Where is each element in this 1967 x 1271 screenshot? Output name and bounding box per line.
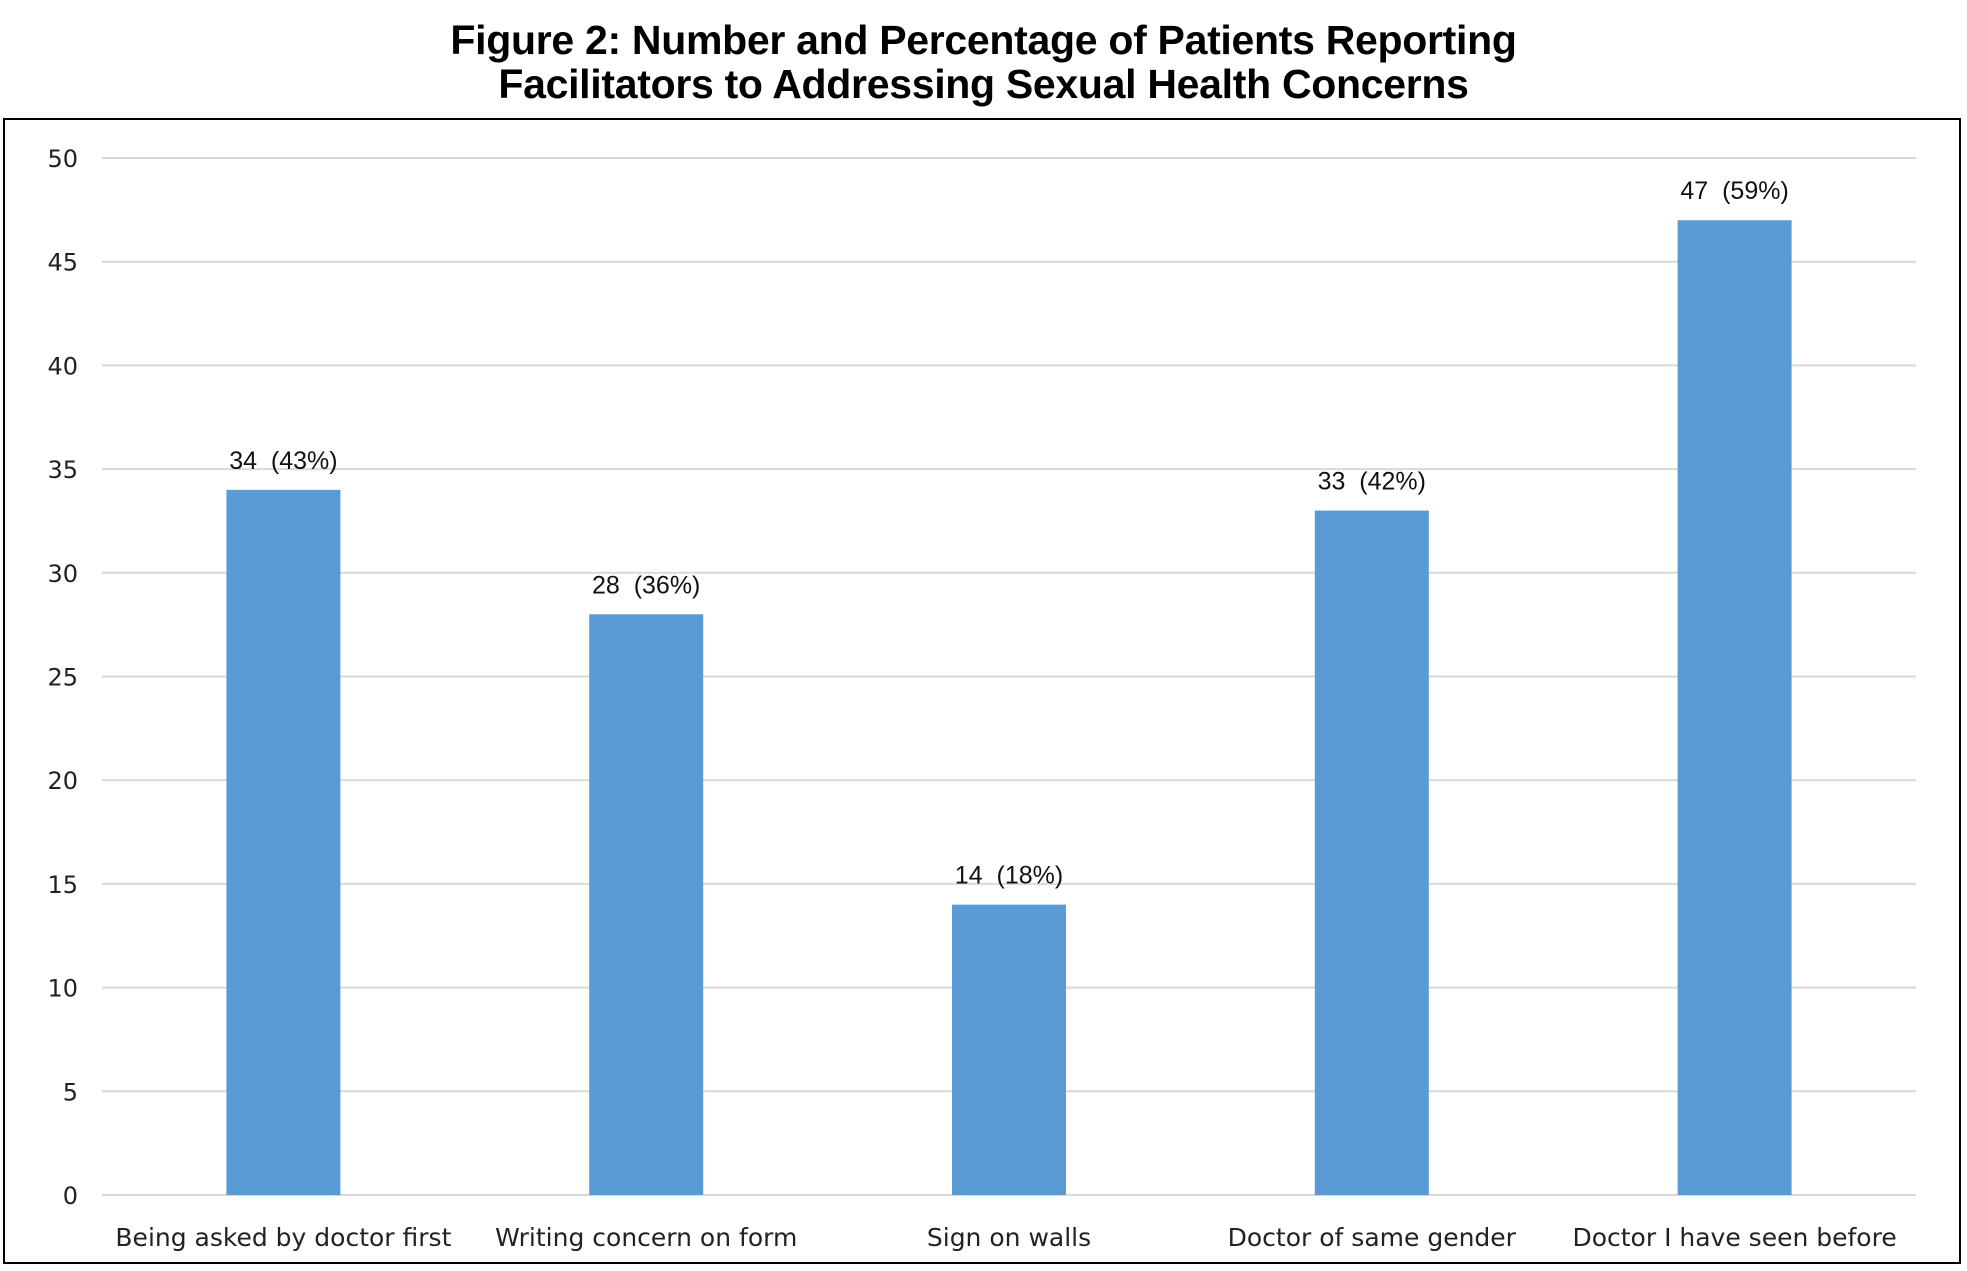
- bar-data-label: 47 (59%): [1680, 177, 1788, 205]
- y-tick-label: 45: [47, 249, 78, 277]
- y-tick-label: 35: [47, 456, 78, 484]
- x-axis-categories: Being asked by doctor first Writing conce…: [115, 1223, 1896, 1252]
- bar: [589, 614, 704, 1195]
- y-tick-label: 0: [63, 1182, 78, 1210]
- chart-title: Figure 2: Number and Percentage of Patie…: [0, 18, 1967, 106]
- y-tick-label: 50: [47, 145, 78, 173]
- x-category-label: Doctor I have seen before: [1572, 1223, 1896, 1252]
- x-category-label: Sign on walls: [927, 1223, 1091, 1252]
- bar: [1314, 510, 1429, 1196]
- x-category-label: Being asked by doctor first: [115, 1223, 451, 1252]
- y-tick-label: 10: [47, 975, 78, 1003]
- bar-data-label: 33 (42%): [1318, 468, 1426, 496]
- bar-data-label: 14 (18%): [955, 862, 1063, 890]
- bars: [226, 220, 1792, 1196]
- y-tick-label: 40: [47, 352, 78, 380]
- chart-title-line-2: Facilitators to Addressing Sexual Health…: [498, 61, 1469, 107]
- bar-data-label: 34 (43%): [229, 447, 337, 475]
- bar-data-label: 28 (36%): [592, 571, 700, 599]
- y-axis-ticks: 0 5 10 15 20 25 30 35 40 45 50: [47, 145, 78, 1210]
- gridlines: [102, 157, 1916, 1196]
- y-tick-label: 25: [47, 664, 78, 692]
- chart-title-line-1: Figure 2: Number and Percentage of Patie…: [450, 17, 1517, 63]
- bar: [226, 489, 341, 1196]
- x-category-label: Doctor of same gender: [1228, 1223, 1517, 1252]
- y-tick-label: 30: [47, 560, 78, 588]
- bar: [1677, 220, 1792, 1196]
- y-tick-label: 15: [47, 871, 78, 899]
- data-labels: 34 (43%) 28 (36%) 14 (18%) 33 (42%) 47 (59%): [229, 177, 1789, 889]
- x-category-label: Writing concern on form: [495, 1223, 797, 1252]
- y-tick-label: 5: [63, 1078, 78, 1106]
- chart-frame: [3, 118, 1961, 1264]
- y-tick-label: 20: [47, 767, 78, 795]
- bar: [952, 904, 1066, 1195]
